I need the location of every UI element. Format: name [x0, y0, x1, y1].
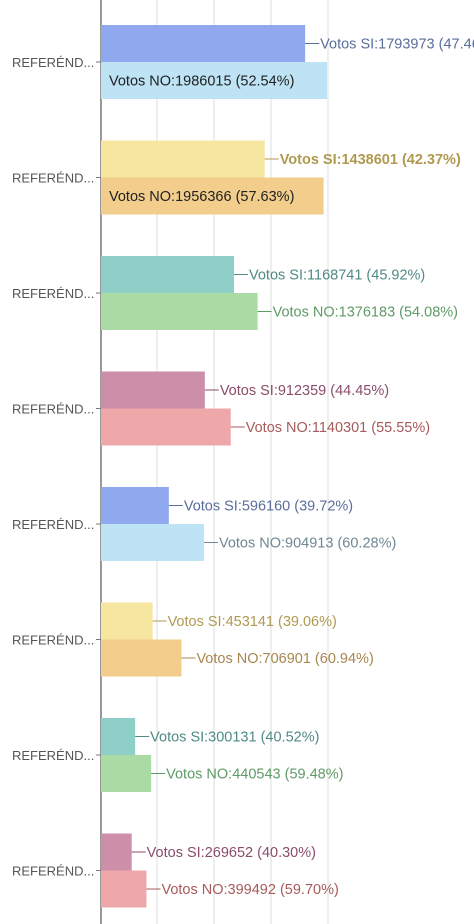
- category-label: REFERÉND...: [12, 286, 94, 301]
- bar-votos-no: [101, 755, 152, 792]
- data-label-votos-no: Votos NO:1986015 (52.54%): [109, 74, 294, 90]
- category-label: REFERÉND...: [12, 55, 94, 70]
- category-label: REFERÉND...: [12, 517, 94, 532]
- data-label-votos-no: Votos NO:1140301 (55.55%): [246, 420, 430, 436]
- data-label-votos-si: Votos SI:300131 (40.52%): [150, 730, 319, 746]
- bar-votos-no: [101, 639, 182, 677]
- data-label-votos-no: Votos NO:399492 (59.70%): [161, 882, 338, 898]
- bar-votos-no: [101, 177, 324, 215]
- bar-votos-si: [101, 718, 136, 755]
- bar-votos-si: [101, 371, 205, 409]
- y-axis: [96, 0, 102, 924]
- bar-votos-si: [101, 487, 169, 524]
- bar-votos-no: [101, 62, 327, 99]
- data-label-votos-no: Votos NO:706901 (60.94%): [196, 651, 373, 667]
- data-label-votos-no: Votos NO:440543 (59.48%): [166, 767, 343, 783]
- category-label: REFERÉND...: [12, 633, 94, 648]
- bar-votos-si: [101, 256, 234, 293]
- bar-votos-si: [101, 602, 153, 640]
- data-label-votos-si: Votos SI:269652 (40.30%): [147, 845, 316, 861]
- data-labels: Votos SI:1793973 (47.46%) Votos NO:198601…: [109, 37, 474, 899]
- data-label-votos-no: Votos NO:1376183 (54.08%): [273, 305, 458, 321]
- bar-votos-si: [101, 833, 132, 871]
- bar-votos-no: [101, 524, 204, 561]
- bar-votos-no: [101, 293, 258, 330]
- category-label: REFERÉND...: [12, 748, 94, 763]
- data-label-votos-si: Votos SI:596160 (39.72%): [184, 499, 353, 515]
- data-label-votos-si: Votos SI:1793973 (47.46%): [320, 37, 474, 53]
- data-label-votos-si: Votos SI:453141 (39.06%): [168, 614, 337, 630]
- data-label-votos-no: Votos NO:1956366 (57.63%): [109, 189, 294, 205]
- category-label: REFERÉND...: [12, 171, 94, 186]
- grid-lines: [156, 0, 329, 924]
- data-label-votos-si: Votos SI:912359 (44.45%): [220, 383, 389, 399]
- category-labels: REFERÉND... REFERÉND... REFERÉND... REFERÉN…: [12, 55, 94, 879]
- bar-votos-no: [101, 870, 147, 908]
- bar-votos-si: [101, 140, 265, 178]
- category-label: REFERÉND...: [12, 402, 94, 417]
- data-label-votos-no: Votos NO:904913 (60.28%): [219, 536, 396, 552]
- category-label: REFERÉND...: [12, 864, 94, 879]
- data-label-votos-si: Votos SI:1168741 (45.92%): [249, 268, 425, 284]
- bar-votos-si: [101, 25, 306, 62]
- bars: [101, 25, 327, 908]
- bar-votos-no: [101, 408, 231, 446]
- data-label-votos-si: Votos SI:1438601 (42.37%): [280, 152, 461, 168]
